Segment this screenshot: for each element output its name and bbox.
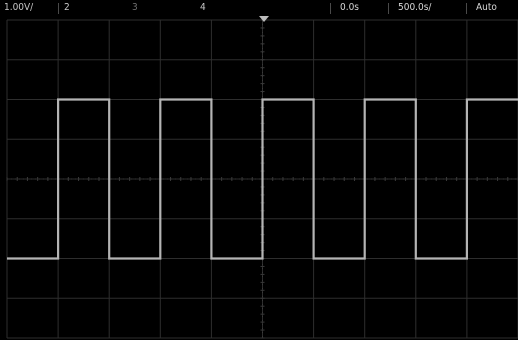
trigger-position-icon[interactable] [259,16,269,22]
channel-4-label[interactable]: 4 [200,2,206,13]
trigger-mode-readout[interactable]: Auto [476,2,497,13]
square-wave-trace [7,98,518,260]
channel-3-label[interactable]: 3 [132,2,138,13]
status-bar: 1.00V/ 2 3 4 0.0s 500.0s/ Auto [0,0,518,16]
channel-1-scale[interactable]: 1.00V/ [4,2,34,13]
timebase-readout[interactable]: 500.0s/ [398,2,432,13]
status-divider [58,3,59,14]
channel-1-trace [7,98,518,260]
status-divider [330,3,331,14]
status-divider [466,3,467,14]
channel-2-label[interactable]: 2 [64,2,70,13]
time-delay-readout[interactable]: 0.0s [340,2,359,13]
status-divider [388,3,389,14]
